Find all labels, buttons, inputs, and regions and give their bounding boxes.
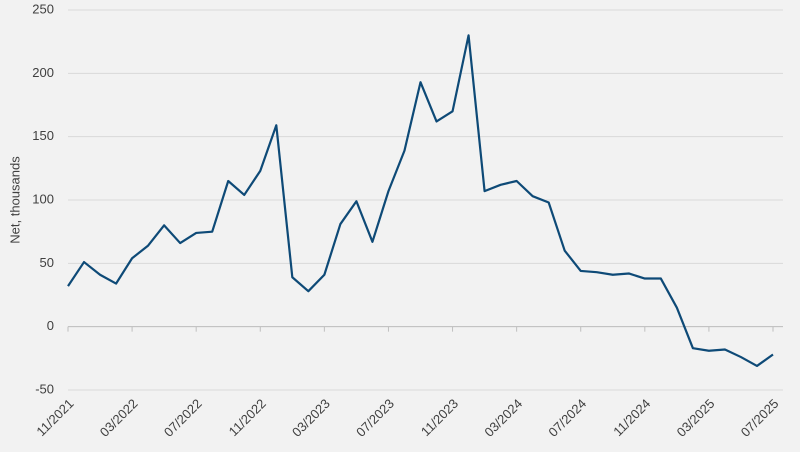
x-tick-label: 03/2024	[481, 396, 525, 440]
data-line	[67, 34, 774, 368]
y-axis-title: Net, thousands	[7, 156, 22, 244]
y-tick-label: 50	[40, 255, 54, 270]
y-tick-label: 250	[32, 1, 54, 16]
y-tick-label: -50	[35, 381, 54, 396]
x-tick-label: 03/2023	[289, 396, 333, 440]
y-tick-label: 200	[32, 65, 54, 80]
y-tick-label: 150	[32, 128, 54, 143]
x-tick-label: 11/2021	[33, 396, 76, 439]
x-tick-label: 11/2022	[226, 396, 269, 439]
x-tick-label: 07/2025	[738, 396, 782, 440]
x-tick-label: 03/2022	[97, 396, 141, 440]
y-tick-label: 100	[32, 191, 54, 206]
x-tick-label: 03/2025	[674, 396, 718, 440]
x-tick-label: 11/2023	[418, 396, 461, 439]
x-tick-label: 07/2024	[545, 396, 589, 440]
x-tick-label: 07/2023	[353, 396, 397, 440]
x-tick-label: 11/2024	[610, 396, 653, 439]
x-tick-label: 07/2022	[161, 396, 205, 440]
y-tick-label: 0	[47, 318, 54, 333]
